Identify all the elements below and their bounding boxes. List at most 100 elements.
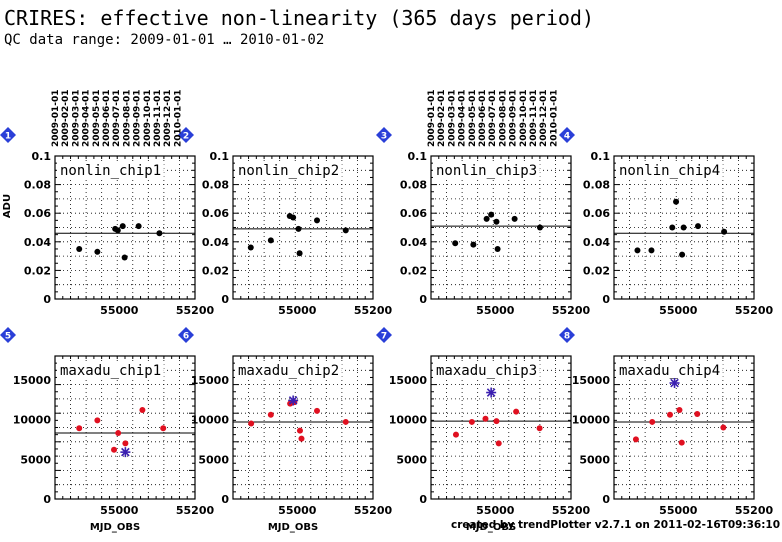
data-point <box>452 431 459 438</box>
date-tick-label: 2009-10-01 <box>143 89 153 147</box>
y-tick-label: 10000 <box>13 414 52 427</box>
data-point <box>76 245 83 252</box>
data-point <box>115 430 122 437</box>
star-stroke <box>288 396 298 405</box>
x-tick-label: 55000 <box>659 304 698 317</box>
panel-2: 0 0.02 0.04 0.06 0.08 0.1 55000 55200 nonlin_chi… <box>178 127 392 317</box>
star-stroke <box>121 447 130 457</box>
y-tick-label: 0.08 <box>24 179 51 192</box>
panel-6: 0 5000 10000 15000 55000 55200 maxadu_chip2 6 MJ… <box>178 327 392 533</box>
date-tick-label: 2009-02-01 <box>61 89 71 147</box>
date-tick-label: 2009-07-01 <box>112 89 122 147</box>
y-tick-label: 0 <box>602 293 610 306</box>
y-tick-label: 0.04 <box>400 236 427 249</box>
x-tick-label: 55000 <box>100 504 139 517</box>
data-point <box>160 425 167 432</box>
y-tick-label: 0.02 <box>24 264 51 277</box>
y-tick-label: 0.06 <box>202 207 229 220</box>
y-tick-label: 10000 <box>572 414 611 427</box>
y-tick-label: 15000 <box>13 374 52 387</box>
panel-badge-icon <box>0 127 16 143</box>
y-tick-label: 0.04 <box>583 236 610 249</box>
date-tick-label: 2009-07-01 <box>488 89 498 147</box>
data-point <box>135 223 142 230</box>
x-tick-label: 55200 <box>552 304 591 317</box>
data-point <box>648 247 655 254</box>
data-point <box>247 244 254 251</box>
data-point <box>721 228 728 235</box>
date-tick-label: 2009-04-01 <box>458 89 468 147</box>
x-tick-label: 55000 <box>100 304 139 317</box>
data-point <box>452 240 459 247</box>
y-tick-label: 5000 <box>198 453 229 466</box>
data-point <box>468 418 475 425</box>
y-tick-label: 0.06 <box>24 207 51 220</box>
y-tick-label: 0 <box>221 493 229 506</box>
panel-badge-number: 4 <box>564 132 570 142</box>
x-tick-label: 55000 <box>476 304 515 317</box>
y-tick-label: 0.1 <box>210 150 230 163</box>
x-tick-label: 55200 <box>735 304 774 317</box>
panel-title: maxadu_chip1 <box>60 363 161 379</box>
outlier-star-icon <box>288 395 299 406</box>
panel-title-bg <box>433 361 540 379</box>
date-tick-label: 2009-05-01 <box>468 89 478 147</box>
x-tick-label: 55200 <box>176 504 215 517</box>
panel-badge-icon <box>559 127 575 143</box>
data-point <box>94 248 101 255</box>
panel-badge-icon <box>178 327 194 343</box>
outlier-star-icon <box>120 447 131 458</box>
date-tick-label: 2009-10-01 <box>519 89 529 147</box>
x-tick-label: 55200 <box>735 504 774 517</box>
data-point <box>632 436 639 443</box>
y-axis-label: ADU <box>2 194 13 218</box>
x-tick-label: 55000 <box>659 504 698 517</box>
y-tick-label: 0 <box>419 293 427 306</box>
panel-4: 0 0.02 0.04 0.06 0.08 0.1 55000 55200 nonlin_chi… <box>559 127 773 317</box>
data-point <box>342 418 349 425</box>
data-point <box>678 439 685 446</box>
data-point <box>290 214 297 221</box>
panel-badge-icon <box>376 127 392 143</box>
panel-5: 0 5000 10000 15000 55000 55200 maxadu_chip1 5 MJ… <box>0 327 214 533</box>
x-tick-label: 55000 <box>278 504 317 517</box>
page-title: CRIRES: effective non-linearity (365 day… <box>4 6 595 30</box>
date-tick-label: 2009-12-01 <box>163 89 173 147</box>
panel-title-bg <box>616 361 723 379</box>
y-tick-label: 0.06 <box>583 207 610 220</box>
y-tick-label: 5000 <box>396 453 427 466</box>
data-point <box>121 254 128 261</box>
y-tick-label: 0 <box>43 493 51 506</box>
panel-title: maxadu_chip4 <box>619 363 720 379</box>
date-tick-label: 2009-08-01 <box>122 89 132 147</box>
data-point <box>296 250 303 257</box>
y-tick-label: 5000 <box>20 453 51 466</box>
data-point <box>634 247 641 254</box>
date-tick-label: 2009-01-01 <box>51 89 61 147</box>
data-point <box>314 407 320 414</box>
y-tick-label: 5000 <box>579 453 610 466</box>
y-tick-label: 15000 <box>389 374 428 387</box>
panel-badge-number: 3 <box>381 132 387 142</box>
data-point <box>314 217 320 224</box>
panel-badge-number: 2 <box>183 132 189 142</box>
data-point <box>494 245 501 252</box>
data-point <box>536 425 543 432</box>
data-point <box>679 251 686 258</box>
y-tick-label: 15000 <box>572 374 611 387</box>
data-point <box>267 411 274 418</box>
panel-title-bg <box>235 161 342 179</box>
data-point <box>673 198 680 205</box>
y-tick-label: 0.08 <box>583 179 610 192</box>
y-tick-label: 0 <box>43 293 51 306</box>
panel-title: nonlin_chip3 <box>436 163 537 179</box>
y-tick-label: 0 <box>419 493 427 506</box>
panel-1: 0 0.02 0.04 0.06 0.08 0.1 55000 55200 nonlin_chi… <box>0 127 214 317</box>
data-point <box>248 420 255 427</box>
data-point <box>536 224 543 231</box>
data-point <box>695 223 701 230</box>
panel-title: maxadu_chip3 <box>436 363 537 379</box>
data-point <box>669 224 676 231</box>
date-tick-label: 2009-03-01 <box>71 89 81 147</box>
